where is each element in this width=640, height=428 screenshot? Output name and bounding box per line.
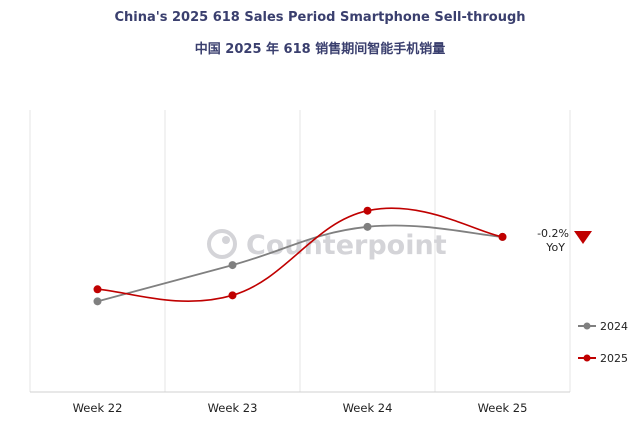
legend-item-2025: 2025	[578, 352, 628, 365]
legend-label: 2025	[600, 352, 628, 365]
down-triangle-icon	[574, 231, 592, 244]
data-point-2024	[228, 261, 237, 270]
x-tick-label: Week 22	[73, 401, 123, 415]
chart-title-en: China's 2025 618 Sales Period Smartphone…	[114, 10, 526, 25]
watermark-logo-icon	[207, 229, 237, 259]
series-line-2025	[97, 207, 503, 302]
data-point-2024	[363, 222, 372, 231]
data-point-2025	[228, 291, 237, 300]
data-point-2025	[498, 232, 507, 241]
watermark-logo-dot-icon	[222, 236, 230, 244]
legend: 2024 2025	[578, 320, 628, 365]
series-2025	[93, 206, 507, 302]
data-point-2025	[363, 206, 372, 215]
watermark: Counterpoint	[207, 229, 447, 261]
yoy-label: YoY	[545, 241, 565, 254]
yoy-value: -0.2%	[537, 227, 569, 240]
x-tick-label: Week 23	[208, 401, 258, 415]
data-point-2025	[93, 285, 102, 294]
x-axis-ticks: Week 22 Week 23 Week 24 Week 25	[73, 401, 528, 415]
series-layer	[93, 206, 507, 306]
legend-item-2024: 2024	[578, 320, 628, 333]
data-point-2024	[93, 297, 102, 306]
yoy-annotation: -0.2% YoY	[537, 227, 592, 254]
grid-lines	[29, 110, 571, 393]
x-tick-label: Week 24	[343, 401, 393, 415]
watermark-text: Counterpoint	[246, 230, 447, 261]
series-line-2024	[97, 224, 503, 303]
chart-title-cn: 中国 2025 年 618 销售期间智能手机销量	[194, 42, 446, 57]
x-tick-label: Week 25	[478, 401, 528, 415]
legend-label: 2024	[600, 320, 628, 333]
legend-marker	[583, 354, 591, 362]
legend-marker	[583, 322, 591, 330]
